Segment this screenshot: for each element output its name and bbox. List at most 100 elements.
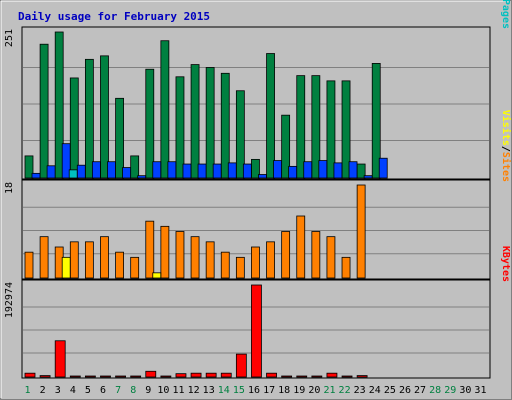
x-tick-day-4: 4 bbox=[70, 385, 76, 396]
bar-kbytes-day-11 bbox=[175, 373, 187, 378]
bar-kbytes-day-15 bbox=[235, 353, 247, 378]
bar-hits-day-1 bbox=[24, 155, 34, 179]
x-tick-day-5: 5 bbox=[85, 385, 91, 396]
bar-sites-day-1 bbox=[24, 251, 34, 279]
panel-2-max-label: 18 bbox=[4, 182, 15, 194]
bar-kbytes-day-17 bbox=[266, 372, 277, 378]
x-tick-day-2: 2 bbox=[40, 385, 46, 396]
bar-files-day-23 bbox=[363, 175, 373, 179]
panel-3-side-legend: KBytes bbox=[500, 246, 511, 282]
panel-2: 18 Visits/Sites bbox=[4, 110, 512, 280]
bar-hits-day-6 bbox=[100, 55, 109, 179]
bar-kbytes-day-5 bbox=[84, 375, 96, 378]
bar-sites-day-21 bbox=[326, 236, 336, 279]
bar-sites-day-23 bbox=[356, 184, 366, 279]
bar-kbytes-day-2 bbox=[39, 375, 51, 378]
x-tick-day-27: 27 bbox=[414, 385, 426, 396]
bar-kbytes-day-12 bbox=[190, 372, 202, 378]
chart-title: Daily usage for February 2015 bbox=[18, 10, 210, 23]
bar-files-day-20 bbox=[318, 160, 328, 179]
x-tick-day-1: 1 bbox=[25, 385, 31, 396]
bar-files-day-16 bbox=[258, 174, 267, 179]
bar-kbytes-day-19 bbox=[296, 375, 308, 378]
x-tick-day-15: 15 bbox=[233, 385, 245, 396]
bar-sites-day-13 bbox=[205, 241, 215, 279]
x-tick-day-17: 17 bbox=[263, 385, 275, 396]
bar-files-day-18 bbox=[288, 165, 298, 179]
bar-sites-day-22 bbox=[341, 256, 351, 279]
bar-hits-day-19 bbox=[296, 75, 306, 179]
bar-pages-day-3 bbox=[68, 169, 78, 179]
side-legend-part-sites: Sites bbox=[500, 152, 512, 182]
x-tick-day-13: 13 bbox=[203, 385, 215, 396]
x-tick-day-30: 30 bbox=[459, 385, 471, 396]
x-tick-day-25: 25 bbox=[384, 385, 396, 396]
bar-sites-day-18 bbox=[281, 231, 291, 279]
bar-files-day-19 bbox=[303, 161, 313, 179]
bar-files-day-13 bbox=[212, 163, 222, 179]
panel-3-max-label: 192974 bbox=[4, 282, 15, 318]
bar-hits-day-2 bbox=[39, 43, 49, 179]
bar-kbytes-day-6 bbox=[100, 375, 111, 378]
x-tick-day-16: 16 bbox=[248, 385, 260, 396]
panel-1-max-label: 251 bbox=[4, 29, 15, 47]
bar-sites-day-4 bbox=[69, 241, 79, 279]
bar-hits-day-24 bbox=[371, 63, 381, 179]
x-tick-day-11: 11 bbox=[172, 385, 184, 396]
bar-files-day-7 bbox=[122, 167, 131, 179]
bar-kbytes-day-4 bbox=[69, 375, 81, 378]
x-tick-day-8: 8 bbox=[130, 385, 136, 396]
bar-hits-day-7 bbox=[115, 97, 124, 179]
bar-sites-day-19 bbox=[296, 215, 306, 279]
bar-files-day-9 bbox=[152, 161, 162, 179]
bar-sites-day-15 bbox=[235, 256, 245, 279]
bar-visits-day-9 bbox=[152, 272, 162, 279]
bar-hits-day-14 bbox=[220, 72, 230, 179]
x-tick-day-26: 26 bbox=[399, 385, 411, 396]
panel-1-plot-area bbox=[21, 26, 491, 180]
bar-sites-day-10 bbox=[160, 225, 170, 279]
x-tick-day-9: 9 bbox=[145, 385, 151, 396]
bar-files-day-2 bbox=[46, 165, 56, 179]
bar-hits-day-18 bbox=[281, 114, 291, 179]
x-tick-labels: 1 2 3 4 5 6 7 8 9 10 11 12 13 14 15 16 17 18 19 20 21 22 23 24 2… bbox=[25, 385, 487, 396]
bar-sites-day-12 bbox=[190, 236, 200, 279]
bar-files-day-24 bbox=[378, 157, 388, 179]
x-tick-day-12: 12 bbox=[188, 385, 200, 396]
bar-hits-day-4 bbox=[69, 77, 79, 179]
bar-sites-day-14 bbox=[220, 251, 230, 279]
bar-sites-day-7 bbox=[115, 251, 124, 279]
x-tick-day-6: 6 bbox=[100, 385, 106, 396]
bar-sites-day-2 bbox=[39, 236, 49, 279]
x-tick-day-22: 22 bbox=[339, 385, 351, 396]
bar-files-day-8 bbox=[137, 175, 147, 179]
bar-sites-day-11 bbox=[175, 231, 185, 279]
bar-hits-day-10 bbox=[160, 40, 170, 179]
bar-files-day-11 bbox=[182, 163, 192, 179]
bar-hits-day-17 bbox=[266, 53, 275, 179]
bar-visits-day-3 bbox=[61, 256, 71, 279]
bar-sites-day-17 bbox=[266, 241, 275, 279]
bar-kbytes-day-18 bbox=[281, 375, 293, 378]
x-tick-day-7: 7 bbox=[115, 385, 121, 396]
bar-sites-day-20 bbox=[311, 231, 321, 279]
bar-kbytes-day-8 bbox=[130, 375, 142, 378]
bar-files-day-21 bbox=[333, 162, 343, 179]
bar-kbytes-day-3 bbox=[54, 340, 66, 378]
chart-panels: 251 Hits/Files/Pages 18 Visits/Sites 192974 K… bbox=[4, 0, 512, 379]
x-tick-day-28: 28 bbox=[429, 385, 441, 396]
bar-files-day-1 bbox=[31, 172, 41, 179]
x-tick-day-14: 14 bbox=[218, 385, 230, 396]
side-legend-part-kbytes: KBytes bbox=[500, 246, 511, 282]
bar-files-day-3 bbox=[61, 143, 71, 179]
bar-kbytes-day-10 bbox=[160, 375, 172, 378]
panel-2-side-legend: Visits/Sites bbox=[500, 110, 512, 182]
bar-files-day-4 bbox=[76, 164, 86, 179]
bar-files-day-15 bbox=[242, 163, 252, 179]
bar-hits-day-21 bbox=[326, 80, 336, 179]
x-tick-day-21: 21 bbox=[323, 385, 335, 396]
bar-kbytes-day-1 bbox=[24, 372, 36, 378]
panel-3: 192974 KBytes bbox=[4, 246, 511, 379]
panel-1-side-legend: Hits/Files/Pages bbox=[500, 0, 512, 29]
